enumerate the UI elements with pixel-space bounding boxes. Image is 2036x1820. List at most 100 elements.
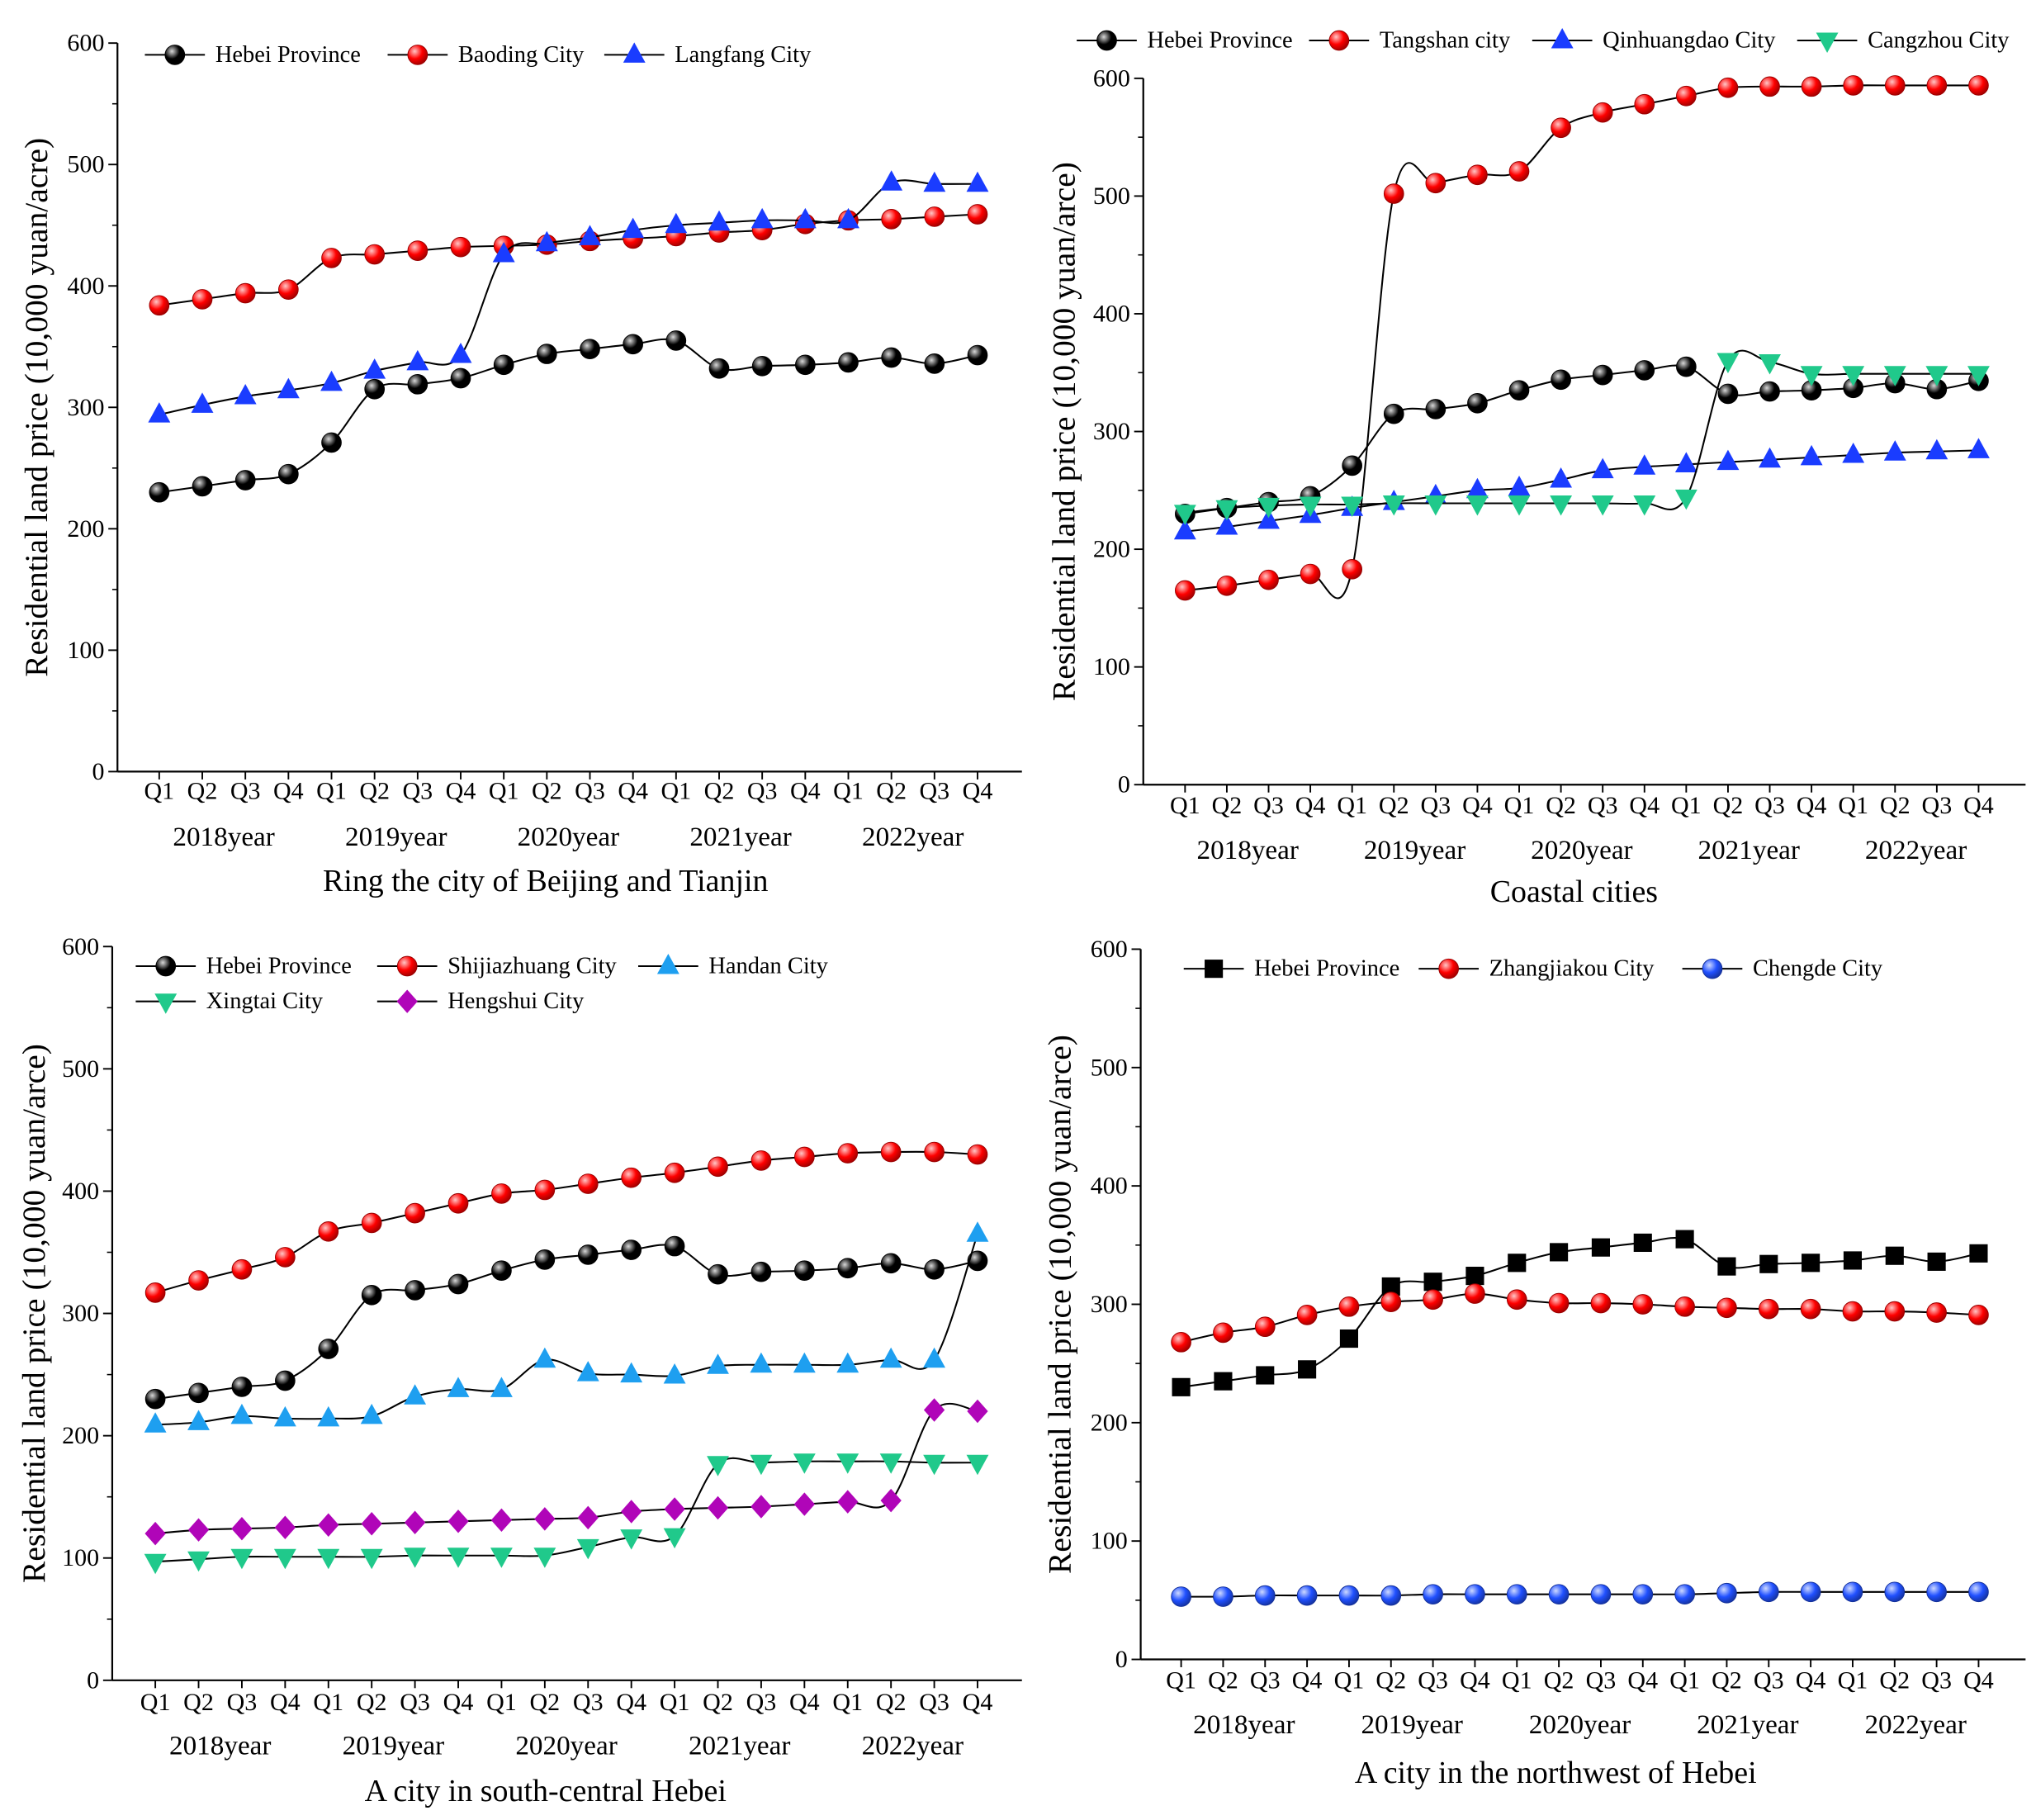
year-label: 2022year xyxy=(1865,835,1967,865)
data-point-hebei-province xyxy=(144,1388,166,1410)
legend-item-hebei-province: Hebei Province xyxy=(1183,956,1399,982)
data-point-shijiazhuang-city xyxy=(447,1192,469,1214)
data-point-handan-city xyxy=(620,1362,643,1383)
x-tick-label: Q3 xyxy=(400,1689,430,1716)
year-label: 2019year xyxy=(343,1730,444,1761)
data-point-hebei-province xyxy=(1927,1252,1946,1271)
y-tick-label: 200 xyxy=(67,515,104,543)
data-point-zhangjiakou-city xyxy=(1590,1292,1612,1314)
data-point-chengde-city xyxy=(1590,1584,1612,1605)
series-cangzhou-city xyxy=(1173,349,1990,525)
y-tick-label: 500 xyxy=(1091,1054,1128,1081)
data-point-langfang-city xyxy=(320,370,343,391)
x-tick-label: Q4 xyxy=(1295,792,1326,819)
data-point-hengshui-city xyxy=(534,1507,556,1531)
data-point-cangzhou-city xyxy=(1967,366,1990,386)
data-point-hebei-province xyxy=(318,1339,339,1359)
data-point-cangzhou-city xyxy=(1215,500,1238,521)
data-point-handan-city xyxy=(533,1347,556,1368)
data-point-chengde-city xyxy=(1674,1584,1695,1605)
data-point-chengde-city xyxy=(1968,1581,1989,1603)
data-point-zhangjiakou-city xyxy=(1926,1302,1947,1323)
data-point-hebei-province xyxy=(1465,1267,1484,1286)
legend-label: Hengshui City xyxy=(447,988,585,1014)
series-chengde-city xyxy=(1171,1581,1989,1607)
data-point-hebei-province xyxy=(1717,1257,1736,1276)
y-axis-label: Residential land price (10,000 yuan/arce… xyxy=(1042,1035,1078,1574)
x-tick-label: Q1 xyxy=(661,778,691,805)
x-tick-label: Q4 xyxy=(1797,792,1827,819)
data-point-baoding-city xyxy=(924,206,945,227)
y-tick-label: 0 xyxy=(92,758,104,785)
data-point-tangshan-city xyxy=(1175,580,1196,601)
x-tick-label: Q2 xyxy=(1879,1666,1910,1694)
data-point-qinhuangdao-city xyxy=(1215,514,1238,535)
data-point-tangshan-city xyxy=(1676,85,1697,107)
data-point-tangshan-city xyxy=(1926,75,1948,96)
data-point-qinhuangdao-city xyxy=(1674,452,1697,472)
legend-item-hebei-province: Hebei Province xyxy=(135,953,352,979)
data-point-cangzhou-city xyxy=(1424,495,1447,516)
x-tick-label: Q2 xyxy=(1880,792,1911,819)
data-point-baoding-city xyxy=(881,209,902,230)
data-point-hebei-province xyxy=(1843,1251,1863,1270)
data-point-langfang-city xyxy=(579,225,601,245)
y-tick-label: 300 xyxy=(62,1300,99,1327)
x-tick-label: Q3 xyxy=(919,1689,949,1716)
data-point-xingtai-city xyxy=(620,1529,643,1550)
data-point-xingtai-city xyxy=(707,1456,729,1476)
data-point-xingtai-city xyxy=(879,1453,902,1474)
y-tick-label: 600 xyxy=(62,933,99,960)
x-tick-label: Q2 xyxy=(532,778,562,805)
data-point-langfang-city xyxy=(363,358,386,379)
x-tick-label: Q3 xyxy=(1250,1666,1281,1694)
x-tick-label: Q1 xyxy=(489,778,519,805)
series-handan-city xyxy=(144,1221,989,1433)
data-point-hebei-province xyxy=(1467,392,1488,414)
x-tick-label: Q3 xyxy=(230,778,261,805)
y-tick-label: 100 xyxy=(1093,653,1130,680)
data-point-langfang-city xyxy=(492,242,515,263)
data-point-hebei-province xyxy=(361,1285,382,1306)
y-tick-label: 200 xyxy=(62,1422,99,1449)
x-tick-label: Q3 xyxy=(747,778,778,805)
data-point-shijiazhuang-city xyxy=(491,1183,512,1204)
data-point-hebei-province xyxy=(750,1261,772,1282)
data-point-xingtai-city xyxy=(836,1453,859,1474)
x-tick-label: Q4 xyxy=(1462,792,1493,819)
data-point-handan-city xyxy=(317,1405,340,1427)
data-point-langfang-city xyxy=(277,377,300,399)
data-point-hebei-province xyxy=(1381,1277,1400,1296)
data-point-hengshui-city xyxy=(750,1495,772,1519)
data-point-hebei-province xyxy=(275,1370,296,1391)
legend-marker xyxy=(656,953,679,974)
data-point-tangshan-city xyxy=(1551,117,1571,139)
data-point-hebei-province xyxy=(537,344,557,364)
data-point-handan-city xyxy=(404,1384,427,1405)
data-point-shijiazhuang-city xyxy=(924,1141,945,1163)
data-point-xingtai-city xyxy=(663,1528,686,1549)
data-point-tangshan-city xyxy=(1508,161,1530,182)
y-tick-label: 300 xyxy=(1091,1291,1128,1318)
chart-panel-4: 0 100 200 300 400 500 600 Q1 Q2 Q3 Q4 Q1 Q2 Q3 Q4 Q1 Q2 Q… xyxy=(1042,936,2026,1790)
data-point-handan-city xyxy=(144,1412,167,1433)
data-point-tangshan-city xyxy=(1634,93,1655,115)
data-point-shijiazhuang-city xyxy=(405,1202,425,1224)
x-tick-label: Q4 xyxy=(616,1689,646,1716)
data-point-chengde-city xyxy=(1338,1585,1360,1606)
data-point-cangzhou-city xyxy=(1925,366,1948,386)
data-point-shijiazhuang-city xyxy=(708,1156,728,1178)
x-tick-label: Q1 xyxy=(140,1689,171,1716)
legend-item-tangshan-city: Tangshan city xyxy=(1309,28,1511,54)
x-tick-label: Q1 xyxy=(1669,1666,1700,1694)
data-point-qinhuangdao-city xyxy=(1925,438,1948,460)
data-point-qinhuangdao-city xyxy=(1633,454,1656,475)
data-point-hebei-province xyxy=(364,378,386,400)
data-point-langfang-city xyxy=(837,207,859,229)
legend-label: Xingtai City xyxy=(206,988,324,1014)
data-point-tangshan-city xyxy=(1968,75,1989,96)
data-point-xingtai-city xyxy=(750,1454,773,1476)
x-tick-label: Q1 xyxy=(1671,792,1702,819)
series-hengshui-city xyxy=(144,1398,988,1546)
